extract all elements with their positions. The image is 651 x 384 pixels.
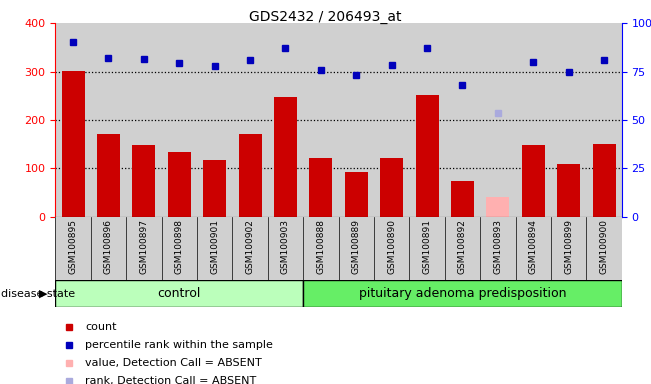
Text: GSM100899: GSM100899 [564, 219, 573, 274]
Text: GSM100898: GSM100898 [174, 219, 184, 274]
Bar [132, 145, 156, 217]
Text: GSM100889: GSM100889 [352, 219, 361, 274]
Text: GSM100892: GSM100892 [458, 219, 467, 274]
Bar [521, 145, 545, 217]
Bar [203, 160, 226, 217]
Bar [592, 144, 615, 217]
Bar [168, 152, 191, 217]
Bar [451, 180, 474, 217]
Text: count: count [85, 322, 117, 332]
Text: GSM100894: GSM100894 [529, 219, 538, 274]
Bar [415, 95, 439, 217]
Bar [557, 164, 580, 217]
Bar [97, 134, 120, 217]
Text: GSM100895: GSM100895 [68, 219, 77, 274]
Text: GSM100902: GSM100902 [245, 219, 255, 274]
Bar [303, 280, 622, 307]
Bar [274, 97, 297, 217]
Text: control: control [158, 287, 201, 300]
Bar [309, 158, 332, 217]
Bar [345, 172, 368, 217]
Text: GSM100891: GSM100891 [422, 219, 432, 274]
Text: rank, Detection Call = ABSENT: rank, Detection Call = ABSENT [85, 376, 256, 384]
Text: pituitary adenoma predisposition: pituitary adenoma predisposition [359, 287, 566, 300]
Text: GSM100888: GSM100888 [316, 219, 326, 274]
Text: GSM100903: GSM100903 [281, 219, 290, 274]
Text: GSM100897: GSM100897 [139, 219, 148, 274]
Text: GSM100901: GSM100901 [210, 219, 219, 274]
Bar [55, 280, 303, 307]
Text: GSM100890: GSM100890 [387, 219, 396, 274]
Text: ▶: ▶ [39, 289, 48, 299]
Text: value, Detection Call = ABSENT: value, Detection Call = ABSENT [85, 358, 262, 368]
Text: GDS2432 / 206493_at: GDS2432 / 206493_at [249, 10, 402, 23]
Text: GSM100893: GSM100893 [493, 219, 503, 274]
Text: GSM100900: GSM100900 [600, 219, 609, 274]
Bar [238, 134, 262, 217]
Bar [380, 158, 403, 217]
Bar [486, 197, 509, 217]
Text: GSM100896: GSM100896 [104, 219, 113, 274]
Text: percentile rank within the sample: percentile rank within the sample [85, 340, 273, 350]
Text: disease state: disease state [1, 289, 75, 299]
Bar [62, 71, 85, 217]
